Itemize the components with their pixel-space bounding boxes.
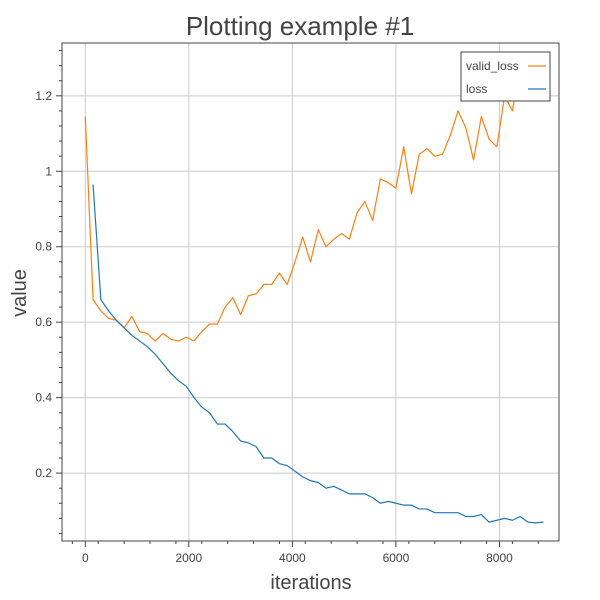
- x-tick-label: 0: [82, 551, 89, 565]
- y-axis-label: value: [9, 269, 31, 317]
- y-tick-label: 0.2: [35, 466, 52, 480]
- legend-label-valid-loss: valid_loss: [466, 59, 519, 73]
- legend-label-loss: loss: [466, 82, 487, 96]
- x-axis-label: iterations: [270, 572, 351, 594]
- y-tick-label: 1: [45, 164, 52, 178]
- y-tick-label: 1.2: [35, 89, 52, 103]
- y-tick-label: 0.6: [35, 315, 52, 329]
- x-tick-label: 2000: [175, 551, 202, 565]
- chart-title: Plotting example #1: [186, 11, 414, 41]
- y-tick-label: 0.8: [35, 240, 52, 254]
- series-line-valid-loss: [84, 65, 521, 342]
- x-tick-label: 8000: [486, 551, 513, 565]
- x-tick-label: 4000: [279, 551, 306, 565]
- series-layer: [84, 65, 544, 524]
- series-line-loss: [92, 184, 544, 524]
- axes: 0 2000 4000 6000 8000 0.2 0.4 0.6 0.8 1 1.2: [35, 50, 539, 565]
- x-tick-label: 6000: [383, 551, 410, 565]
- y-tick-label: 0.4: [35, 391, 52, 405]
- legend-box: [460, 51, 551, 102]
